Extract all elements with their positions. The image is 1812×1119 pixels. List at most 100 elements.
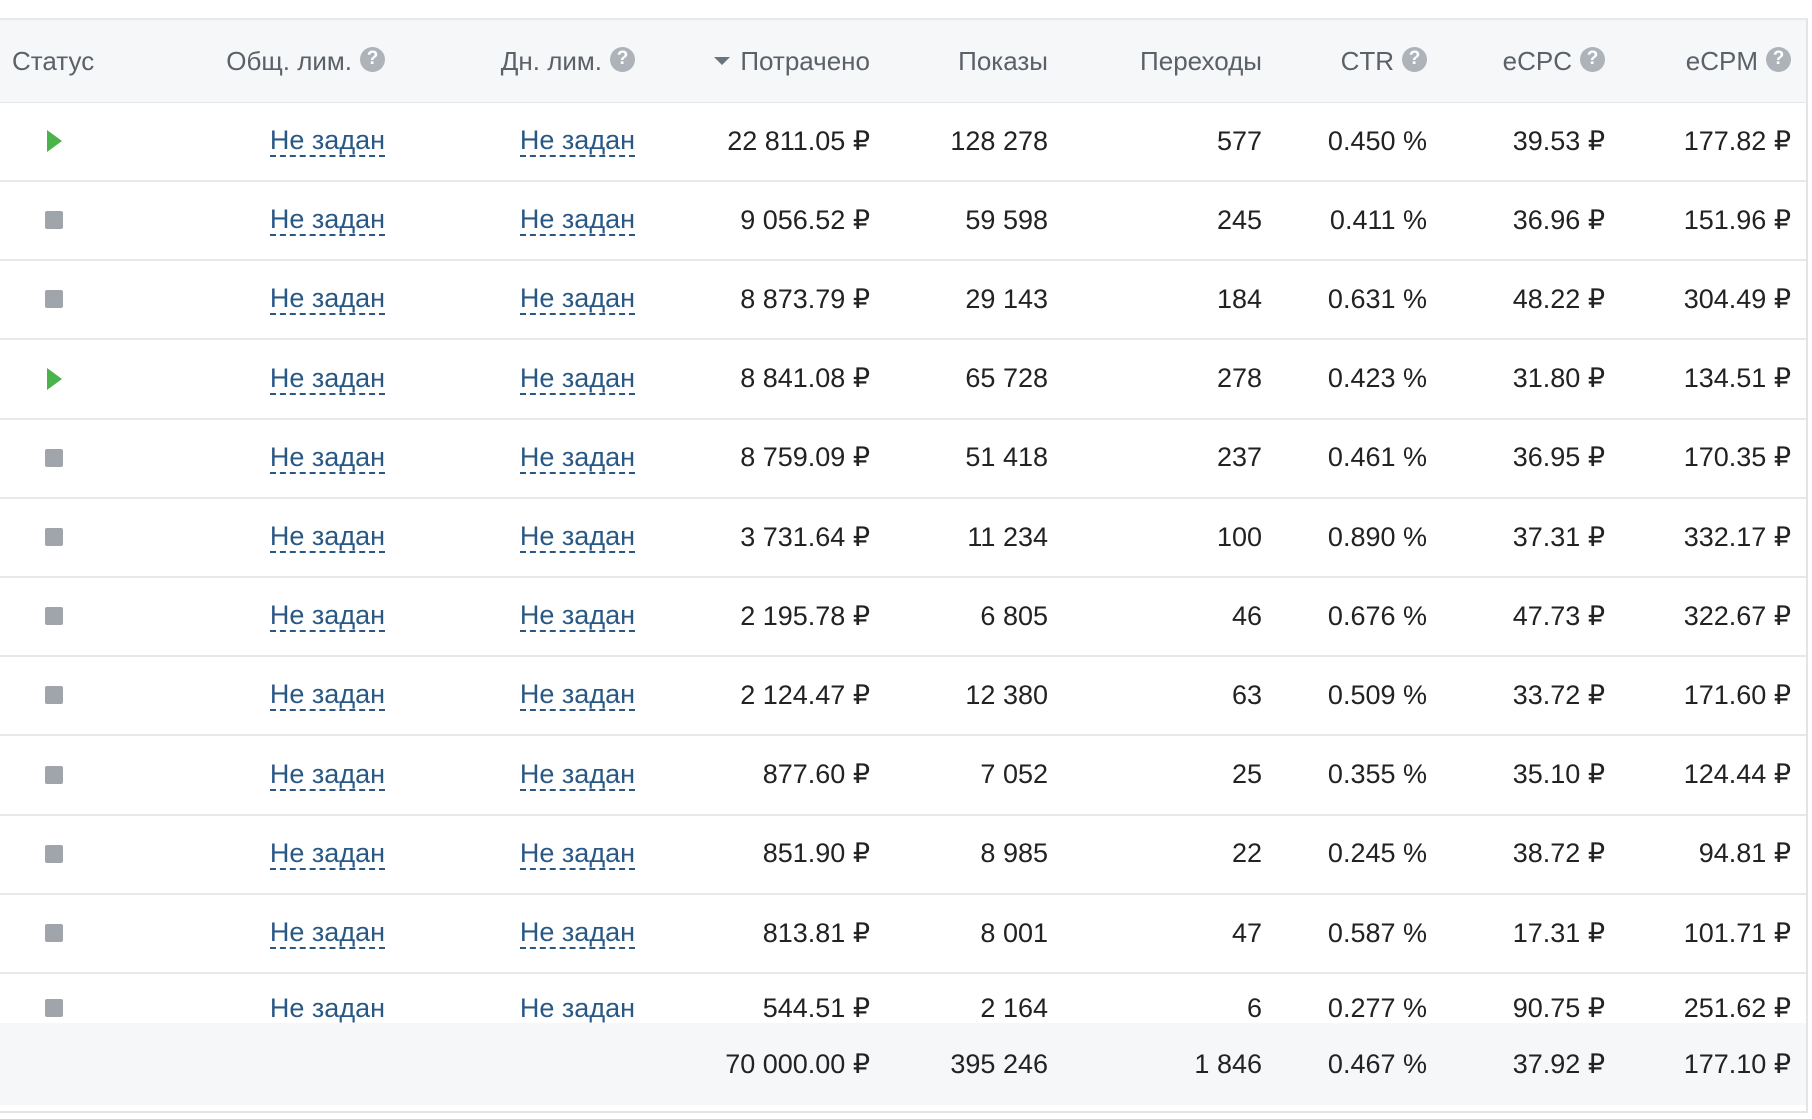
status-cell[interactable] [0,577,110,655]
status-cell[interactable] [0,102,110,180]
daily-limit-link[interactable]: Не задан [519,917,635,949]
column-header-spent[interactable]: Потрачено [635,20,870,102]
total-limit-link[interactable]: Не задан [269,521,385,553]
help-icon[interactable]: ? [610,46,635,72]
help-icon[interactable]: ? [1580,46,1605,72]
status-cell[interactable] [0,656,110,734]
play-icon[interactable] [47,367,62,390]
clicks-value: 22 [1231,838,1262,869]
daily-limit-link[interactable]: Не задан [519,362,635,395]
status-cell[interactable] [0,419,110,497]
total-limit-link[interactable]: Не задан [269,600,385,633]
table-row: Не задан Не задан 813.81 ₽ 8 001 47 0.587 % 17… [0,894,1806,974]
stop-icon[interactable] [45,528,63,546]
total-limit-link[interactable]: Не задан [269,993,385,1024]
ctr-value: 0.676 % [1327,600,1427,631]
impressions-value: 8 001 [980,917,1048,948]
status-cell[interactable] [0,498,110,576]
impressions-value: 7 052 [980,759,1048,790]
total-limit-cell: Не задан [110,419,385,497]
stop-icon[interactable] [45,844,63,863]
total-limit-link[interactable]: Не задан [269,679,385,712]
stop-icon[interactable] [45,607,63,626]
ctr-value: 0.461 % [1327,442,1427,473]
status-cell[interactable] [0,894,110,972]
play-icon[interactable] [47,130,62,152]
total-clicks-value: 1 846 [1194,1048,1262,1079]
status-cell[interactable] [0,973,110,1023]
total-limit-link[interactable]: Не задан [269,758,385,791]
table-row: Не задан Не задан 2 124.47 ₽ 12 380 63 0.509 … [0,656,1806,737]
status-cell[interactable] [0,260,110,338]
ecpm-value: 332.17 ₽ [1683,521,1791,552]
spent-value: 2 195.78 ₽ [740,600,870,631]
column-header-status[interactable]: Статус [0,20,110,102]
spent-value: 8 759.09 ₽ [740,442,870,473]
stop-icon[interactable] [45,924,63,942]
total-limit-link[interactable]: Не задан [269,204,385,237]
column-header-clicks[interactable]: Переходы [1048,20,1262,102]
table-row: Не задан Не задан 8 873.79 ₽ 29 143 184 0.631… [0,260,1806,341]
column-header-ecpc[interactable]: eCPC? [1427,20,1605,102]
column-header-ctr[interactable]: CTR? [1262,20,1427,102]
daily-limit-link[interactable]: Не задан [519,204,635,237]
ctr-value: 0.355 % [1327,759,1427,790]
ctr-value: 0.587 % [1327,917,1427,948]
status-cell[interactable] [0,736,110,814]
column-header-daily-limit[interactable]: Дн. лим.? [385,20,635,102]
daily-limit-link[interactable]: Не задан [519,679,635,712]
total-limit-link[interactable]: Не задан [269,125,385,157]
help-icon[interactable]: ? [1402,46,1427,72]
stop-icon[interactable] [45,211,63,230]
table-row: Не задан Не задан 9 056.52 ₽ 59 598 245 0.411… [0,181,1806,262]
column-header-total-limit[interactable]: Общ. лим.? [110,20,385,102]
totals-row: 70 000.00 ₽ 395 246 1 846 0.467 % 37.92 ₽ 177… [0,1023,1806,1106]
daily-limit-cell: Не задан [385,102,635,180]
status-cell[interactable] [0,181,110,259]
spent-value: 544.51 ₽ [762,993,870,1024]
stop-icon[interactable] [45,290,63,309]
total-limit-cell: Не задан [110,181,385,259]
daily-limit-link[interactable]: Не задан [519,993,635,1024]
daily-limit-link[interactable]: Не задан [519,600,635,633]
column-header-label: Потрачено [740,45,870,76]
daily-limit-link[interactable]: Не задан [519,837,635,870]
column-header-ecpm[interactable]: eCPM? [1605,20,1791,102]
ctr-value: 0.631 % [1327,283,1427,314]
column-header-label: Дн. лим. [500,45,602,76]
total-limit-link[interactable]: Не задан [269,362,385,395]
daily-limit-link[interactable]: Не задан [519,441,635,474]
help-icon[interactable]: ? [360,46,385,72]
ecpc-value: 90.75 ₽ [1512,993,1605,1024]
ecpm-value: 151.96 ₽ [1683,204,1791,235]
total-ctr-value: 0.467 % [1327,1048,1427,1079]
clicks-value: 6 [1246,993,1262,1024]
help-icon[interactable]: ? [1766,46,1791,72]
column-header-impressions[interactable]: Показы [870,20,1048,102]
total-limit-link[interactable]: Не задан [269,917,385,949]
total-limit-link[interactable]: Не задан [269,441,385,474]
daily-limit-link[interactable]: Не задан [519,125,635,157]
stop-icon[interactable] [45,765,63,784]
ecpc-value: 35.10 ₽ [1512,759,1605,790]
stop-icon[interactable] [45,999,63,1018]
daily-limit-link[interactable]: Не задан [519,521,635,553]
total-limit-link[interactable]: Не задан [269,283,385,316]
total-limit-link[interactable]: Не задан [269,837,385,870]
ecpc-value: 48.22 ₽ [1512,283,1605,314]
daily-limit-link[interactable]: Не задан [519,283,635,316]
stop-icon[interactable] [45,686,63,705]
status-cell[interactable] [0,340,110,418]
ecpc-value: 17.31 ₽ [1512,917,1605,948]
daily-limit-cell: Не задан [385,577,635,655]
table-row: Не задан Не задан 877.60 ₽ 7 052 25 0.355 % 35… [0,736,1806,816]
status-cell[interactable] [0,815,110,893]
ecpc-value: 39.53 ₽ [1512,125,1605,156]
impressions-value: 59 598 [965,204,1048,235]
column-header-label: Общ. лим. [226,45,352,76]
stop-icon[interactable] [45,448,63,467]
impressions-value: 2 164 [980,993,1048,1024]
spent-value: 3 731.64 ₽ [740,521,870,552]
impressions-value: 65 728 [965,363,1048,394]
daily-limit-link[interactable]: Не задан [519,758,635,791]
